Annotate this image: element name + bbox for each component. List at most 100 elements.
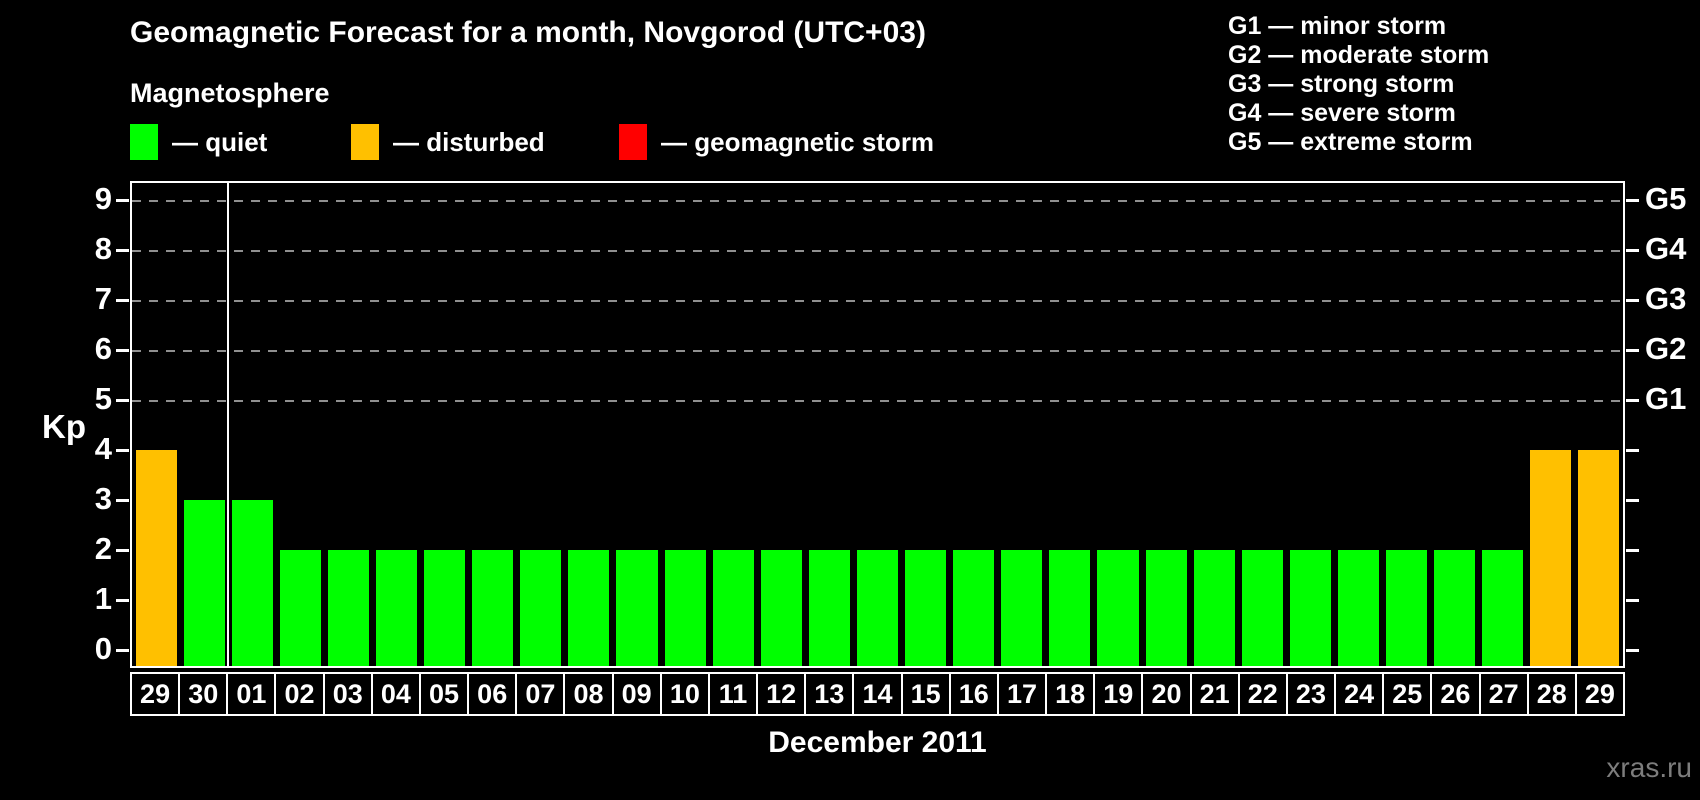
kp-bar-day-25 xyxy=(1386,550,1428,666)
y-tick-left-1 xyxy=(116,599,129,602)
y-tick-right-1 xyxy=(1626,599,1639,602)
gridline-kp7 xyxy=(132,300,1623,302)
y-tick-left-2 xyxy=(116,549,129,552)
kp-bar-day-28 xyxy=(1530,450,1572,666)
legend-item-quiet: — quiet xyxy=(130,123,267,161)
kp-bar-day-01 xyxy=(231,500,273,666)
kp-bar-day-09 xyxy=(616,550,658,666)
g-scale-legend: G1 — minor storm G2 — moderate storm G3 — … xyxy=(1228,12,1489,157)
kp-bar-day-29 xyxy=(135,450,177,666)
kp-bar-day-15 xyxy=(905,550,947,666)
kp-bar-day-26 xyxy=(1434,550,1476,666)
y-tick-right-6 xyxy=(1626,349,1639,352)
y-tick-left-0 xyxy=(116,649,129,652)
day-box-27: 27 xyxy=(1480,672,1529,716)
y-tick-label-8: 8 xyxy=(94,231,112,266)
g-scale-line-4: G4 — severe storm xyxy=(1228,99,1456,127)
kp-bar-day-29 xyxy=(1578,450,1620,666)
y-tick-label-7: 7 xyxy=(94,281,112,316)
chart-plot-area xyxy=(130,181,1625,668)
day-box-16: 16 xyxy=(950,672,999,716)
day-box-02: 02 xyxy=(276,672,325,716)
kp-bar-day-06 xyxy=(472,550,514,666)
y-tick-right-5 xyxy=(1626,399,1639,402)
kp-bar-day-07 xyxy=(520,550,562,666)
kp-bar-day-21 xyxy=(1193,550,1235,666)
day-box-25: 25 xyxy=(1384,672,1433,716)
kp-bar-day-16 xyxy=(953,550,995,666)
page-title: Geomagnetic Forecast for a month, Novgor… xyxy=(130,16,926,49)
g-axis-label-g1: G1 xyxy=(1645,381,1687,416)
day-box-29: 29 xyxy=(1576,672,1625,716)
day-box-07: 07 xyxy=(517,672,566,716)
kp-bar-day-12 xyxy=(760,550,802,666)
kp-bar-day-27 xyxy=(1482,550,1524,666)
legend-item-disturbed: — disturbed xyxy=(351,123,545,161)
watermark: xras.ru xyxy=(1606,752,1692,783)
gridline-kp5 xyxy=(132,400,1623,402)
y-tick-label-1: 1 xyxy=(94,581,112,616)
kp-bar-day-05 xyxy=(424,550,466,666)
day-box-11: 11 xyxy=(709,672,759,716)
y-tick-label-3: 3 xyxy=(94,481,112,516)
legend-swatch-storm-icon xyxy=(619,124,647,160)
kp-bar-day-18 xyxy=(1049,550,1091,666)
day-box-12: 12 xyxy=(758,672,807,716)
kp-bar-day-23 xyxy=(1289,550,1331,666)
y-tick-label-2: 2 xyxy=(94,531,112,566)
y-tick-left-5 xyxy=(116,399,129,402)
kp-bar-day-08 xyxy=(568,550,610,666)
day-box-28: 28 xyxy=(1528,672,1577,716)
day-box-18: 18 xyxy=(1047,672,1096,716)
day-box-19: 19 xyxy=(1095,672,1144,716)
gridline-kp8 xyxy=(132,250,1623,252)
g-axis-label-g5: G5 xyxy=(1645,181,1687,216)
day-box-22: 22 xyxy=(1239,672,1288,716)
y-tick-right-4 xyxy=(1626,449,1639,452)
y-tick-left-3 xyxy=(116,499,129,502)
y-tick-label-4: 4 xyxy=(94,431,112,466)
kp-bar-day-19 xyxy=(1097,550,1139,666)
day-box-10: 10 xyxy=(661,672,710,716)
day-box-24: 24 xyxy=(1336,672,1385,716)
month-separator-line xyxy=(227,183,230,666)
day-box-09: 09 xyxy=(613,672,662,716)
y-tick-left-9 xyxy=(116,199,129,202)
kp-bar-day-22 xyxy=(1241,550,1283,666)
y-tick-left-8 xyxy=(116,249,129,252)
kp-bar-day-02 xyxy=(279,550,321,666)
day-box-13: 13 xyxy=(806,672,855,716)
y-axis-title: Kp xyxy=(42,408,86,445)
day-box-17: 17 xyxy=(998,672,1048,716)
day-box-06: 06 xyxy=(469,672,518,716)
y-tick-left-7 xyxy=(116,299,129,302)
y-tick-right-8 xyxy=(1626,249,1639,252)
y-tick-label-9: 9 xyxy=(94,181,112,216)
day-box-05: 05 xyxy=(420,672,470,716)
kp-bar-day-20 xyxy=(1145,550,1187,666)
day-box-29-prev-month: 29 xyxy=(132,672,181,716)
x-axis-title: December 2011 xyxy=(768,726,987,759)
y-tick-label-5: 5 xyxy=(94,381,112,416)
y-tick-left-6 xyxy=(116,349,129,352)
legend-item-storm: — geomagnetic storm xyxy=(619,123,934,161)
gridline-kp9 xyxy=(132,200,1623,202)
g-axis-label-g3: G3 xyxy=(1645,281,1687,316)
kp-bar-day-10 xyxy=(664,550,706,666)
day-box-26: 26 xyxy=(1432,672,1481,716)
y-tick-right-2 xyxy=(1626,549,1639,552)
y-tick-label-0: 0 xyxy=(94,631,112,666)
day-box-15: 15 xyxy=(902,672,951,716)
day-box-20: 20 xyxy=(1143,672,1192,716)
kp-bar-day-14 xyxy=(856,550,899,666)
y-tick-right-9 xyxy=(1626,199,1639,202)
day-box-23: 23 xyxy=(1287,672,1337,716)
y-tick-left-4 xyxy=(116,449,129,452)
day-box-03: 03 xyxy=(324,672,373,716)
legend-label-storm: — geomagnetic storm xyxy=(661,126,935,157)
legend-swatch-disturbed-icon xyxy=(351,124,379,160)
legend-label-disturbed: — disturbed xyxy=(393,126,545,157)
g-axis-label-g2: G2 xyxy=(1645,331,1687,366)
g-scale-line-3: G3 — strong storm xyxy=(1228,70,1455,98)
kp-bar-day-17 xyxy=(1001,550,1043,666)
